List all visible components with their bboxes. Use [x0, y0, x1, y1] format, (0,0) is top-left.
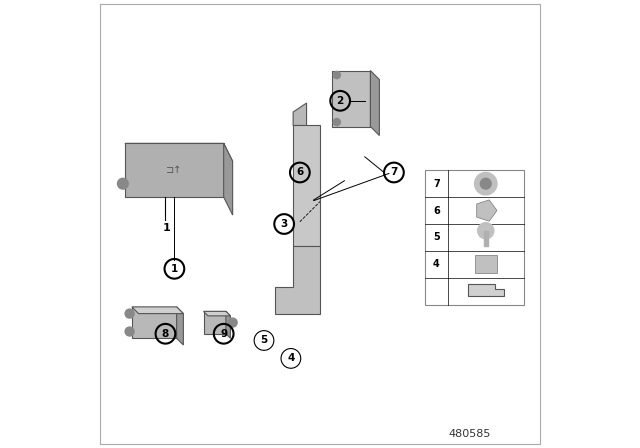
Polygon shape: [371, 71, 380, 135]
Polygon shape: [332, 71, 371, 127]
Polygon shape: [125, 143, 224, 197]
Polygon shape: [177, 307, 184, 345]
Polygon shape: [275, 246, 320, 314]
Polygon shape: [132, 307, 184, 314]
Bar: [475, 255, 497, 273]
Bar: [484, 231, 488, 246]
Text: 1: 1: [163, 224, 171, 233]
Polygon shape: [477, 200, 497, 221]
Circle shape: [333, 71, 340, 79]
Circle shape: [481, 178, 491, 189]
Circle shape: [333, 118, 340, 125]
Polygon shape: [468, 284, 504, 296]
Text: 5: 5: [260, 336, 268, 345]
Circle shape: [118, 178, 128, 189]
Text: 1: 1: [171, 264, 178, 274]
Text: 4: 4: [433, 259, 440, 269]
Text: 480585: 480585: [449, 429, 492, 439]
Text: 3: 3: [280, 219, 288, 229]
Circle shape: [477, 223, 494, 239]
Text: 4: 4: [287, 353, 294, 363]
Polygon shape: [204, 311, 230, 316]
Polygon shape: [293, 125, 320, 246]
Polygon shape: [125, 143, 233, 161]
Circle shape: [125, 327, 134, 336]
Circle shape: [228, 318, 237, 327]
Polygon shape: [224, 143, 233, 215]
Polygon shape: [204, 311, 226, 334]
Text: 7: 7: [433, 179, 440, 189]
Polygon shape: [293, 103, 307, 125]
Text: 9: 9: [220, 329, 227, 339]
Text: 5: 5: [433, 233, 440, 242]
Text: ⊐↑: ⊐↑: [166, 165, 182, 175]
Circle shape: [125, 309, 134, 318]
Polygon shape: [226, 311, 230, 338]
Text: 6: 6: [296, 168, 303, 177]
Bar: [425, 170, 524, 305]
Polygon shape: [132, 307, 177, 338]
Text: 6: 6: [433, 206, 440, 215]
Text: 8: 8: [162, 329, 169, 339]
Text: 7: 7: [390, 168, 397, 177]
Text: 2: 2: [337, 96, 344, 106]
Circle shape: [475, 172, 497, 195]
